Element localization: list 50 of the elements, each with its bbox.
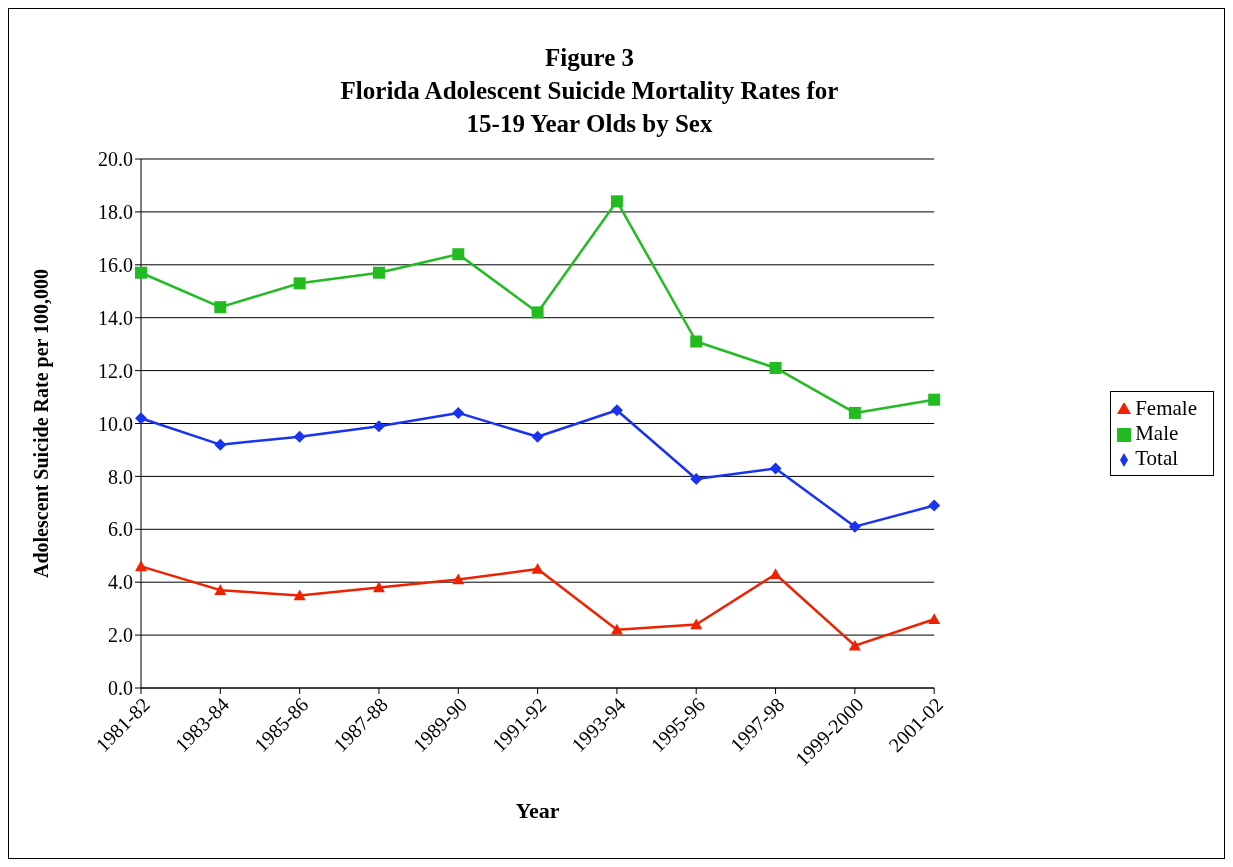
point — [135, 266, 147, 279]
point — [293, 589, 306, 601]
y-tick-label: 6.0 — [108, 518, 133, 541]
y-tick-label: 14.0 — [98, 306, 133, 329]
point — [690, 473, 703, 486]
legend-label: Male — [1135, 421, 1179, 445]
point — [531, 562, 544, 574]
point — [610, 404, 623, 417]
y-tick-label: 10.0 — [98, 412, 133, 435]
point — [848, 520, 861, 533]
point — [769, 361, 782, 374]
point — [848, 639, 861, 651]
y-tick-label: 8.0 — [108, 465, 133, 488]
point — [372, 266, 385, 279]
point — [928, 499, 941, 512]
y-tick-label: 2.0 — [108, 624, 133, 647]
point — [135, 560, 147, 572]
chart-title: Figure 3 Florida Adolescent Suicide Mortality Rates for 15-19 Year Olds by Sex — [339, 43, 840, 139]
y-tick-label: 12.0 — [98, 359, 133, 382]
point — [293, 430, 306, 443]
point — [372, 420, 385, 433]
point — [928, 613, 941, 625]
x-axis-title: Year — [515, 798, 560, 823]
point — [769, 568, 782, 580]
point — [135, 412, 147, 425]
point — [610, 623, 623, 635]
point — [452, 406, 465, 419]
point — [610, 195, 623, 208]
y-tick-label: 20.0 — [98, 148, 133, 171]
y-tick-label: 4.0 — [108, 571, 133, 594]
point — [531, 430, 544, 443]
legend-label: Female — [1135, 396, 1197, 420]
y-tick-label: 16.0 — [98, 253, 133, 276]
y-tick-label: 0.0 — [108, 677, 133, 700]
y-axis-title: Adolescent Suicide Rate per 100,000 — [30, 268, 54, 579]
point — [452, 573, 465, 585]
point — [214, 584, 227, 595]
point — [293, 277, 306, 290]
point — [452, 248, 465, 261]
point — [848, 406, 861, 419]
point — [214, 438, 227, 451]
point — [769, 462, 782, 475]
legend-label: Total — [1135, 446, 1179, 470]
y-tick-label: 18.0 — [98, 201, 133, 223]
point — [372, 581, 385, 593]
point — [690, 335, 703, 348]
point — [928, 393, 941, 406]
point — [531, 306, 544, 319]
point — [690, 618, 703, 630]
point — [214, 301, 227, 314]
